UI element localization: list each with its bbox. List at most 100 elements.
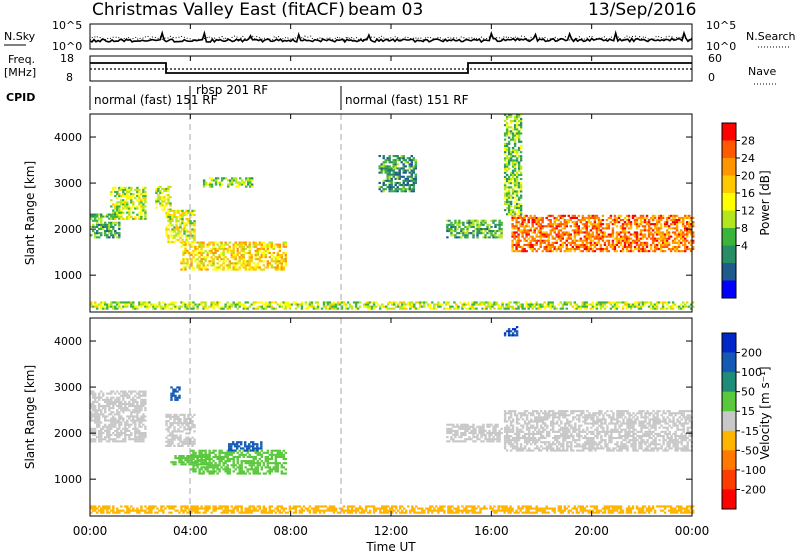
- echo-cell: [651, 214, 655, 217]
- echo-cell: [513, 237, 516, 240]
- echo-cell: [505, 169, 509, 172]
- echo-cell: [542, 441, 545, 444]
- echo-cell: [460, 427, 463, 430]
- echo-cell: [140, 201, 143, 204]
- echo-cell: [535, 233, 538, 236]
- echo-cell: [189, 438, 192, 441]
- echo-cell: [651, 307, 655, 310]
- echo-cell: [278, 462, 282, 465]
- echo-cell: [511, 307, 514, 310]
- echo-cell: [529, 229, 532, 232]
- echo-cell: [651, 237, 655, 240]
- echo-cell: [144, 394, 147, 397]
- echo-cell: [667, 301, 671, 304]
- echo-cell: [178, 307, 181, 310]
- echo-cell: [230, 451, 233, 454]
- echo-cell: [511, 233, 514, 236]
- echo-cell: [627, 239, 631, 242]
- echo-cell: [468, 425, 471, 428]
- echo-cell: [128, 438, 131, 441]
- echo-cell: [189, 224, 192, 227]
- echo-cell: [565, 221, 569, 224]
- echo-cell: [513, 432, 517, 435]
- echo-cell: [629, 221, 633, 224]
- echo-cell: [112, 307, 115, 310]
- echo-cell: [653, 225, 657, 228]
- echo-cell: [565, 239, 569, 242]
- echo-cell: [509, 443, 513, 446]
- echo-cell: [272, 466, 276, 469]
- echo-cell: [322, 303, 326, 306]
- echo-cell: [177, 420, 180, 423]
- echo-cell: [190, 251, 193, 254]
- echo-cell: [394, 165, 397, 168]
- echo-cell: [208, 459, 211, 462]
- echo-cell: [462, 228, 465, 231]
- echo-cell: [490, 225, 493, 228]
- echo-cell: [613, 301, 617, 304]
- echo-cell: [593, 237, 597, 240]
- echo-cell: [102, 413, 105, 416]
- echo-cell: [599, 250, 603, 253]
- echo-cell: [181, 222, 184, 225]
- echo-cell: [204, 458, 207, 461]
- echo-cell: [515, 132, 519, 135]
- echo-cell: [688, 223, 691, 226]
- echo-cell: [605, 239, 609, 242]
- echo-cell: [244, 264, 247, 267]
- echo-cell: [663, 233, 667, 236]
- echo-cell: [569, 248, 573, 251]
- echo-cell: [187, 440, 190, 443]
- echo-cell: [132, 411, 135, 414]
- echo-cell: [174, 301, 177, 304]
- echo-cell: [509, 194, 513, 197]
- echo-cell: [647, 305, 651, 308]
- echo-cell: [557, 225, 561, 228]
- echo-cell: [258, 241, 262, 244]
- echo-cell: [134, 217, 137, 220]
- echo-cell: [246, 449, 249, 452]
- echo-cell: [270, 307, 274, 310]
- echo-cell: [484, 429, 487, 432]
- echo-cell: [417, 301, 420, 304]
- echo-cell: [621, 305, 625, 308]
- echo-cell: [372, 307, 376, 310]
- echo-cell: [663, 243, 667, 246]
- echo-cell: [260, 447, 263, 450]
- echo-cell: [165, 415, 168, 418]
- echo-cell: [256, 264, 260, 267]
- echo-cell: [412, 159, 416, 162]
- echo-cell: [559, 243, 563, 246]
- echo-cell: [226, 449, 229, 452]
- echo-cell: [175, 226, 178, 229]
- echo-cell: [278, 247, 282, 250]
- echo-cell: [222, 258, 225, 261]
- echo-cell: [114, 425, 117, 428]
- echo-cell: [262, 254, 266, 257]
- echo-cell: [334, 303, 338, 306]
- echo-cell: [266, 249, 270, 252]
- echo-cell: [130, 188, 133, 191]
- echo-cell: [250, 449, 253, 452]
- echo-cell: [573, 241, 577, 244]
- echo-cell: [238, 266, 241, 269]
- echo-cell: [505, 198, 509, 201]
- echo-cell: [595, 223, 599, 226]
- echo-cell: [196, 466, 199, 469]
- echo-cell: [456, 440, 459, 443]
- echo-cell: [392, 161, 395, 164]
- echo-cell: [200, 258, 203, 261]
- echo-cell: [159, 196, 162, 199]
- echo-cell: [549, 219, 552, 222]
- echo-cell: [490, 423, 493, 426]
- echo-cell: [138, 407, 141, 410]
- echo-cell: [392, 169, 395, 172]
- echo-cell: [410, 159, 414, 162]
- echo-cell: [688, 214, 691, 217]
- echo-cell: [132, 421, 135, 424]
- echo-cell: [260, 254, 264, 257]
- echo-cell: [187, 426, 190, 429]
- echo-cell: [258, 256, 262, 259]
- echo-cell: [218, 260, 221, 263]
- echo-cell: [128, 197, 131, 200]
